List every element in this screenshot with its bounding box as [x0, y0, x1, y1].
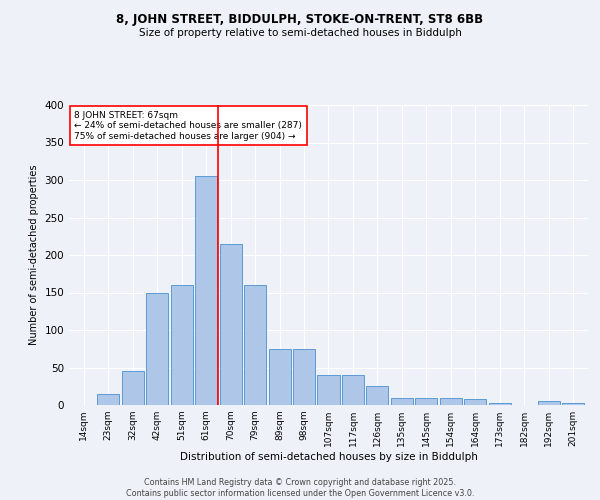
Bar: [367, 386, 388, 405]
X-axis label: Distribution of semi-detached houses by size in Biddulph: Distribution of semi-detached houses by …: [179, 452, 478, 462]
Bar: [489, 403, 511, 405]
Bar: [170, 285, 193, 405]
Text: 8 JOHN STREET: 67sqm
← 24% of semi-detached houses are smaller (287)
75% of semi: 8 JOHN STREET: 67sqm ← 24% of semi-detac…: [74, 111, 302, 141]
Bar: [562, 403, 584, 405]
Bar: [464, 399, 487, 405]
Bar: [122, 371, 143, 405]
Text: Contains HM Land Registry data © Crown copyright and database right 2025.
Contai: Contains HM Land Registry data © Crown c…: [126, 478, 474, 498]
Bar: [391, 398, 413, 405]
Bar: [97, 394, 119, 405]
Y-axis label: Number of semi-detached properties: Number of semi-detached properties: [29, 165, 39, 345]
Bar: [220, 244, 242, 405]
Bar: [195, 176, 217, 405]
Text: 8, JOHN STREET, BIDDULPH, STOKE-ON-TRENT, ST8 6BB: 8, JOHN STREET, BIDDULPH, STOKE-ON-TRENT…: [116, 12, 484, 26]
Bar: [146, 292, 168, 405]
Text: Size of property relative to semi-detached houses in Biddulph: Size of property relative to semi-detach…: [139, 28, 461, 38]
Bar: [293, 349, 315, 405]
Bar: [538, 401, 560, 405]
Bar: [269, 349, 290, 405]
Bar: [415, 398, 437, 405]
Bar: [317, 375, 340, 405]
Bar: [342, 375, 364, 405]
Bar: [244, 285, 266, 405]
Bar: [440, 398, 462, 405]
